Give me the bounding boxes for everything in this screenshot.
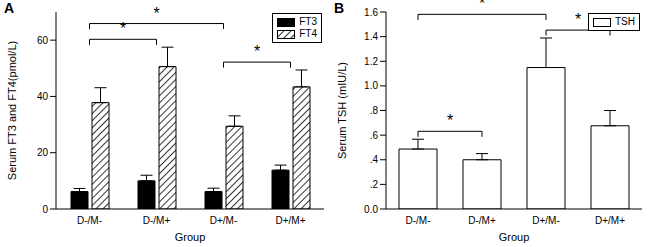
svg-text:*: * — [254, 43, 260, 60]
svg-text:Group: Group — [499, 231, 530, 243]
svg-text:*: * — [153, 5, 159, 22]
svg-text:40: 40 — [37, 91, 49, 102]
svg-text:D-/M-: D-/M- — [406, 215, 431, 226]
html-text:FT3: FT3 — [299, 16, 317, 27]
svg-text:D-/M+: D-/M+ — [143, 215, 171, 226]
svg-text:D+/M+: D+/M+ — [595, 215, 625, 226]
svg-text:20: 20 — [37, 147, 49, 158]
svg-text:*: * — [479, 0, 485, 12]
svg-text:0: 0 — [42, 204, 48, 215]
html-text:FT4: FT4 — [299, 28, 317, 39]
svg-text:.2: .2 — [370, 179, 379, 190]
html-text:A: A — [4, 0, 15, 16]
svg-text:Serum TSH (mIU/L): Serum TSH (mIU/L) — [336, 62, 348, 159]
svg-text:60: 60 — [37, 35, 49, 46]
svg-text:*: * — [575, 11, 581, 28]
html-text:TSH: TSH — [615, 16, 635, 27]
svg-text:Group: Group — [175, 231, 206, 243]
svg-text:Serum FT3 and FT4(pmol/L): Serum FT3 and FT4(pmol/L) — [8, 41, 18, 180]
svg-text:D+/M-: D+/M- — [210, 215, 238, 226]
html-text:B: B — [334, 0, 345, 16]
svg-text:.4: .4 — [370, 154, 379, 165]
svg-text:.8: .8 — [370, 105, 379, 116]
svg-text:0.0: 0.0 — [364, 204, 378, 215]
svg-text:*: * — [447, 112, 453, 129]
svg-text:1.6: 1.6 — [364, 7, 378, 18]
svg-text:D-/M+: D-/M+ — [468, 215, 496, 226]
svg-text:D+/M-: D+/M- — [532, 215, 560, 226]
svg-text:D+/M+: D+/M+ — [275, 215, 305, 226]
svg-text:*: * — [120, 20, 126, 37]
svg-text:1.0: 1.0 — [364, 80, 378, 91]
svg-text:D-/M-: D-/M- — [77, 215, 102, 226]
svg-text:1.2: 1.2 — [364, 56, 378, 67]
svg-text:1.4: 1.4 — [364, 31, 378, 42]
svg-text:.6: .6 — [370, 130, 379, 141]
